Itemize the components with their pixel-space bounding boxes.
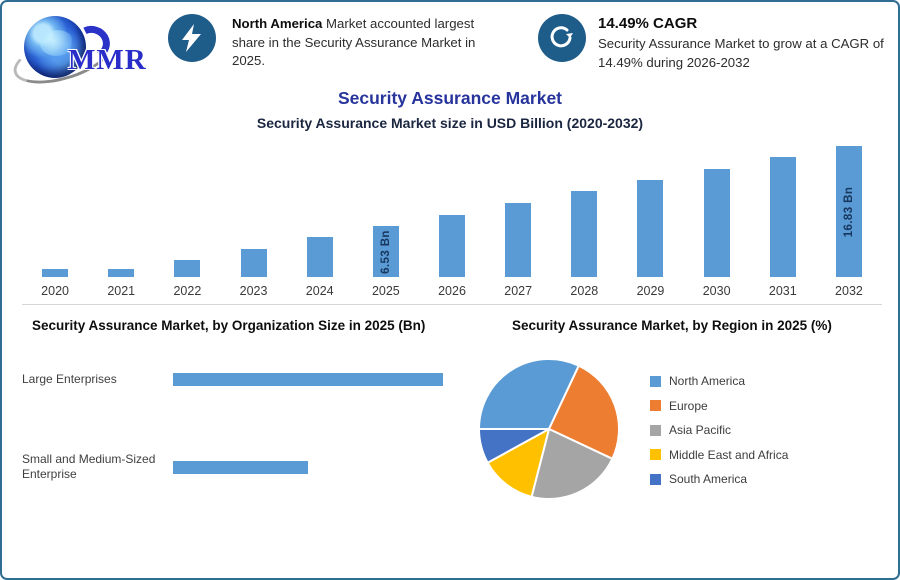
pie-slice-south-america [478, 428, 550, 464]
legend-label-north-america: North America [669, 374, 746, 388]
legend-item-south-america: South America [650, 472, 788, 486]
legend-item-north-america: North America [650, 374, 788, 388]
growth-swirl-icon [550, 26, 573, 48]
mmr-logo: MMR [8, 8, 176, 93]
bar-column [684, 141, 750, 277]
legend-item-middle-east-and-africa: Middle East and Africa [650, 448, 788, 462]
bar-2022 [174, 260, 201, 277]
x-tick-2029: 2029 [636, 284, 665, 298]
bar-column [419, 141, 485, 277]
pie-slice-europe [548, 364, 620, 460]
bar-column [485, 141, 551, 277]
region-pie-chart [478, 358, 620, 500]
legend-swatch-north-america [650, 375, 661, 387]
org-label-small-and-medium-sized-enterprise: Small and Medium-Sized Enterprise [22, 452, 156, 481]
bar-2026 [439, 215, 466, 277]
org-bar-large-enterprises [173, 373, 443, 386]
bar-column [22, 141, 88, 277]
callout1-icon-circle [168, 14, 216, 62]
legend-label-asia-pacific: Asia Pacific [669, 423, 732, 437]
x-tick-2021: 2021 [107, 284, 136, 298]
bar-2027 [505, 203, 532, 277]
bar-2029 [637, 180, 664, 277]
x-axis-line [22, 304, 882, 305]
page-title: Security Assurance Market [337, 88, 563, 108]
org-chart-title: Security Assurance Market, by Organizati… [32, 318, 426, 333]
bar-column [287, 141, 353, 277]
legend-label-south-america: South America [669, 472, 748, 486]
legend-item-asia-pacific: Asia Pacific [650, 423, 788, 437]
legend-swatch-europe [650, 400, 661, 411]
x-tick-2028: 2028 [570, 284, 599, 298]
x-tick-2022: 2022 [173, 284, 202, 298]
callout1-bold: North America [232, 16, 323, 31]
pie-legend: North America Europe Asia Pacific Middle Ea… [650, 374, 788, 497]
logo-text: MMR [68, 44, 147, 76]
annual-years: 2020 2021 2022 2023 2024 2025 2026 2027 2028 2029… [22, 284, 882, 298]
callout1-text: North America Market accounted largest s… [232, 15, 508, 71]
pie-slice-middle-east-and-africa [486, 428, 550, 498]
bar-2031 [769, 157, 796, 277]
bar-2024 [306, 237, 333, 277]
org-row-small-and-medium-sized-enterprise: Small and Medium-Sized Enterprise [22, 452, 462, 482]
x-tick-2031: 2031 [768, 284, 797, 298]
globe-icon [24, 16, 86, 78]
bar-column [551, 141, 617, 277]
x-tick-2027: 2027 [504, 284, 533, 298]
bar-2030 [703, 169, 730, 277]
cagr-heading: 14.49% CAGR [598, 15, 698, 32]
bar-column [88, 141, 154, 277]
region-chart-title: Security Assurance Market, by Region in … [512, 318, 832, 333]
legend-swatch-middle-east-and-africa [650, 449, 661, 460]
legend-swatch-south-america [650, 473, 661, 485]
bar-2032: 16.83 Bn [835, 146, 862, 277]
org-bar-small-and-medium-sized-enterprise [173, 460, 308, 474]
bar-2028 [571, 191, 598, 277]
x-tick-2020: 2020 [41, 284, 69, 298]
legend-item-europe: Europe [650, 399, 788, 413]
chart-subtitle: Security Assurance Market size in USD Bi… [256, 115, 644, 131]
x-tick-2025: 2025 [371, 284, 400, 298]
pie-slice-north-america [478, 358, 580, 430]
bar-column: 6.53 Bn [353, 141, 419, 277]
bar-column [220, 141, 286, 277]
annual-bars: 6.53 Bn 16.83 Bn [22, 141, 882, 277]
x-tick-2024: 2024 [305, 284, 334, 298]
callout1-rest: Market accounted largest share in the Se… [232, 16, 476, 69]
bar-column [617, 141, 683, 277]
pie-slice-asia-pacific [530, 428, 614, 500]
org-size-bar-chart: Large Enterprises Small and Medium-Sized … [22, 370, 462, 500]
bar-value-label-2032: 16.83 Bn [842, 186, 855, 237]
bar-column [154, 141, 220, 277]
callout2-icon-circle [538, 14, 586, 62]
legend-label-europe: Europe [669, 398, 708, 413]
legend-label-middle-east-and-africa: Middle East and Africa [669, 447, 789, 462]
annual-bar-chart: 6.53 Bn 16.83 Bn 2020 2021 2022 2023 2024 2025… [22, 141, 882, 298]
x-tick-2030: 2030 [702, 284, 731, 298]
cagr-text: Security Assurance Market to grow at a C… [598, 36, 884, 70]
bar-2020 [42, 269, 69, 277]
bar-2021 [108, 269, 135, 277]
org-row-large-enterprises: Large Enterprises [22, 372, 462, 387]
bar-value-label-2025: 6.53 Bn [379, 229, 392, 274]
lightning-icon [182, 24, 201, 52]
bar-2025: 6.53 Bn [372, 226, 399, 277]
x-tick-2026: 2026 [438, 284, 466, 298]
bar-column [750, 141, 816, 277]
bar-2023 [240, 249, 267, 277]
legend-swatch-asia-pacific [650, 424, 661, 436]
x-tick-2023: 2023 [239, 284, 268, 298]
x-tick-2032: 2032 [835, 284, 863, 298]
org-label-large-enterprises: Large Enterprises [22, 372, 117, 386]
bar-column: 16.83 Bn [816, 141, 882, 277]
